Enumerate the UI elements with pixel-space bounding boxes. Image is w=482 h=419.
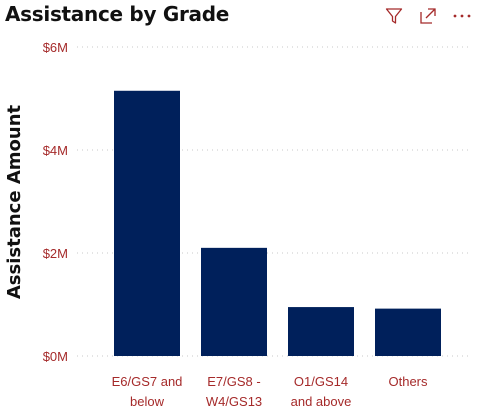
- x-tick-label: O1/GS14 and above: [291, 374, 352, 409]
- y-tick-label: $6M: [43, 40, 68, 55]
- more-options-icon[interactable]: [452, 6, 472, 26]
- x-tick-label: Others: [388, 374, 428, 389]
- bar: [288, 307, 354, 356]
- bar: [201, 247, 267, 356]
- y-tick-label: $0M: [43, 349, 68, 364]
- focus-mode-icon[interactable]: [418, 6, 438, 26]
- y-tick-label: $4M: [43, 143, 68, 158]
- x-tick-label: E6/GS7 and below: [112, 374, 183, 409]
- visual-header-icons: [384, 6, 472, 26]
- y-axis-label: Assistance Amount: [4, 104, 25, 299]
- chart-title: Assistance by Grade: [5, 2, 229, 26]
- filter-icon[interactable]: [384, 6, 404, 26]
- bar: [114, 90, 180, 357]
- y-tick-label: $2M: [43, 246, 68, 261]
- x-tick-label: E7/GS8 -W4/GS13: [206, 374, 262, 409]
- bar: [375, 308, 441, 356]
